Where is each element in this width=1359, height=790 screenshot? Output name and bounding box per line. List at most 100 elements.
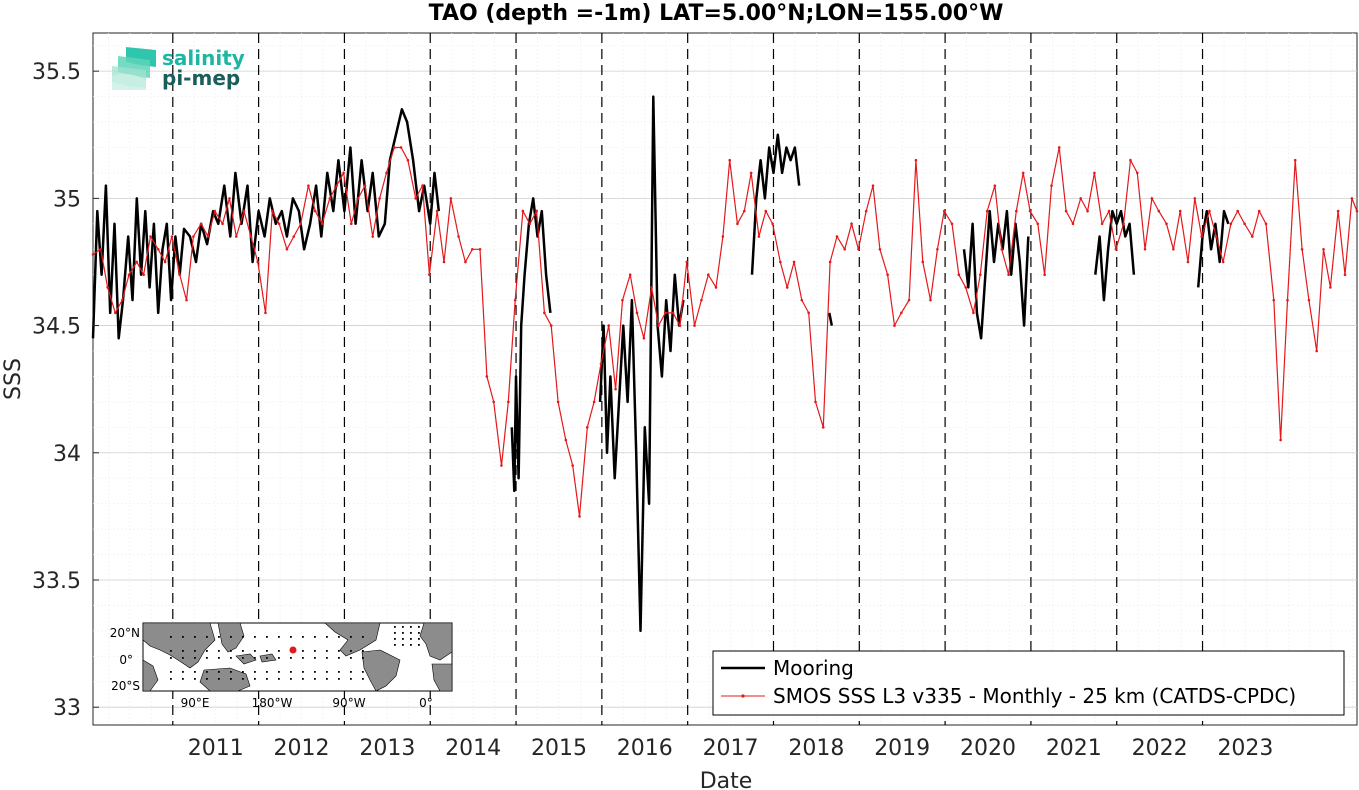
buoy-dot (290, 657, 292, 659)
buoy-dot (182, 678, 184, 680)
smos-point (457, 235, 460, 238)
buoy-dot (338, 671, 340, 673)
smos-point (1200, 235, 1203, 238)
buoy-dot (206, 657, 208, 659)
smos-point (736, 222, 739, 226)
buoy-dot (218, 650, 220, 652)
buoy-dot (302, 657, 304, 659)
buoy-dot (402, 644, 404, 646)
smos-point (277, 222, 281, 226)
smos-point (521, 209, 525, 213)
smos-point (1322, 247, 1325, 251)
smos-point (449, 197, 453, 200)
buoy-dot (254, 636, 256, 638)
map-lon-tick-3: 90°W (332, 696, 365, 710)
smos-point (900, 311, 903, 315)
x-tick-2015: 2015 (531, 736, 587, 761)
buoy-dot (350, 657, 352, 659)
smos-point (871, 184, 875, 187)
smos-point (535, 209, 538, 213)
smos-point (1243, 222, 1246, 226)
smos-point (356, 197, 360, 200)
buoy-dot (418, 626, 420, 628)
smos-point (1100, 222, 1104, 226)
buoy-dot (326, 650, 328, 652)
buoy-dot (278, 671, 280, 673)
smos-point (985, 209, 989, 213)
buoy-dot (314, 657, 316, 659)
smos-point (671, 311, 675, 315)
smos-point (120, 298, 124, 302)
smos-point (106, 286, 109, 289)
buoy-dot (302, 678, 304, 680)
mooring-line-segment (750, 133, 801, 275)
buoy-dot (230, 636, 232, 638)
smos-point (135, 260, 139, 264)
smos-point (614, 387, 617, 391)
smos-point (1107, 209, 1111, 213)
smos-point (1071, 222, 1075, 226)
buoy-dot (206, 636, 208, 638)
map-lon-tick-2: 180°W (252, 696, 293, 710)
smos-point (414, 197, 417, 200)
smos-point (843, 247, 847, 251)
smos-point (800, 298, 804, 302)
mooring-line-segment (962, 209, 1030, 340)
smos-point (1186, 260, 1190, 264)
smos-point (1165, 222, 1168, 226)
smos-point (142, 273, 145, 276)
x-tick-2014: 2014 (445, 736, 501, 761)
buoy-dot (362, 657, 364, 659)
smos-point (914, 158, 918, 162)
buoy-dot (242, 657, 244, 659)
smos-point (599, 362, 603, 366)
x-tick-labels: 2011 2012 2013 2014 2015 2016 2017 2018 2019 2020… (188, 736, 1274, 761)
y-tick-33.5: 33.5 (32, 569, 81, 594)
smos-point (292, 235, 296, 238)
x-tick-2013: 2013 (359, 736, 415, 761)
smos-point (1221, 260, 1225, 264)
legend-marker-smos (741, 694, 745, 698)
buoy-dot (194, 650, 196, 652)
smos-point (114, 311, 117, 315)
smos-point (378, 197, 381, 200)
smos-point (907, 298, 911, 302)
logo-line2: pi-mep (162, 66, 240, 90)
smos-point (821, 426, 825, 429)
buoy-dot (290, 678, 292, 680)
buoy-dot (402, 632, 404, 634)
x-tick-2018: 2018 (788, 736, 844, 761)
buoy-dot (362, 636, 364, 638)
buoy-dot (350, 636, 352, 638)
buoy-dot (418, 644, 420, 646)
buoy-dot (266, 671, 268, 673)
smos-point (1021, 171, 1025, 175)
smos-point (721, 235, 725, 238)
smos-point (693, 324, 696, 327)
smos-point (1114, 247, 1118, 251)
smos-point (635, 311, 639, 315)
smos-point (299, 222, 302, 226)
smos-point (249, 235, 253, 238)
smos-point (335, 184, 339, 187)
smos-point (700, 298, 703, 302)
buoy-dot (402, 626, 404, 628)
smos-point (549, 324, 553, 327)
smos-point (442, 260, 446, 264)
smos-point (421, 184, 424, 187)
plot-area (92, 32, 1358, 726)
smos-point (213, 209, 217, 213)
smos-point (792, 260, 796, 264)
smos-point (657, 324, 660, 327)
smos-point (1286, 298, 1289, 302)
smos-point (1329, 286, 1332, 289)
buoy-dot (218, 678, 220, 680)
buoy-dot (242, 671, 244, 673)
smos-point (1336, 209, 1340, 213)
buoy-dot (182, 650, 184, 652)
x-tick-2020: 2020 (960, 736, 1016, 761)
buoy-dot (410, 644, 412, 646)
smos-point (878, 247, 882, 251)
smos-point (363, 184, 367, 187)
smos-point (964, 286, 968, 289)
